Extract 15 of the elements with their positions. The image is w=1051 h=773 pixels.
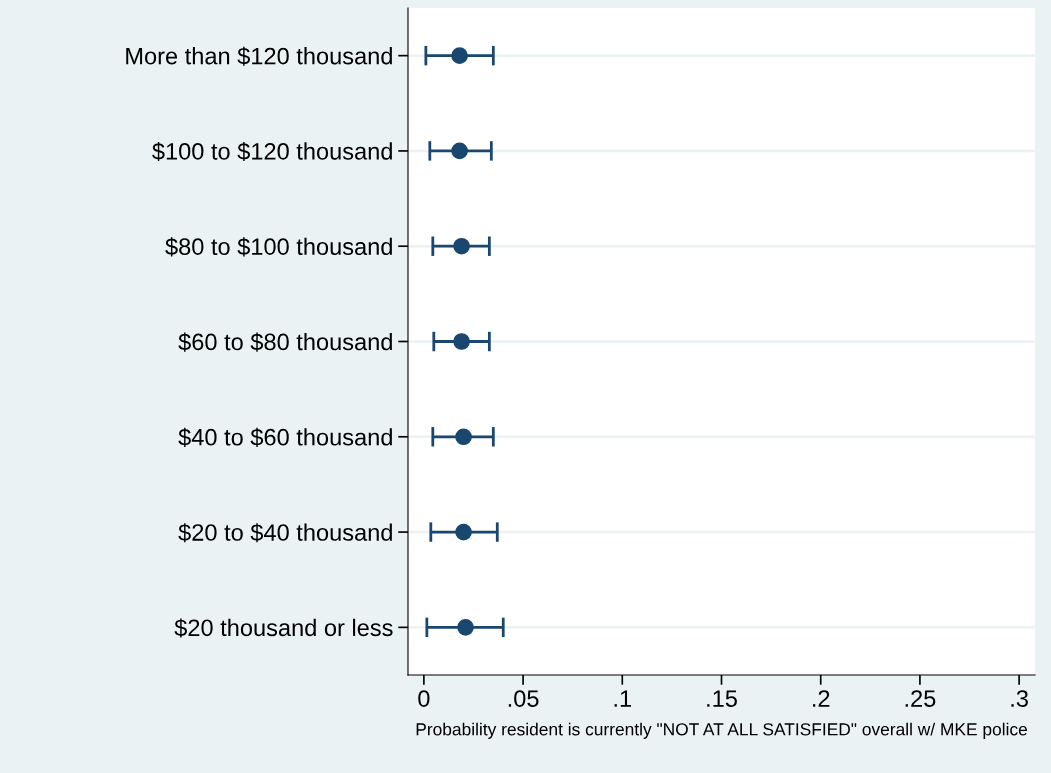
x-tick-label: .15 bbox=[707, 690, 737, 707]
y-tick-label: $20 thousand or less bbox=[174, 618, 393, 638]
y-tick-label: $80 to $100 thousand bbox=[165, 237, 392, 257]
x-tick-label: .25 bbox=[905, 690, 936, 707]
x-tick-label: .1 bbox=[614, 690, 631, 707]
x-tick-label: 0 bbox=[418, 690, 430, 707]
y-tick-label: $60 to $80 thousand bbox=[178, 332, 392, 352]
x-tick-label: .05 bbox=[508, 690, 539, 707]
y-tick-label: More than $120 thousand bbox=[126, 46, 392, 66]
x-axis-title: Probability resident is currently "NOT AT ALL SATISFIED" overall w/ MKE police bbox=[416, 722, 1027, 739]
y-tick-label: $40 to $60 thousand bbox=[178, 427, 392, 447]
y-tick-label: $20 to $40 thousand bbox=[178, 523, 392, 543]
y-tick-label: $100 to $120 thousand bbox=[152, 142, 392, 162]
x-tick-label: .2 bbox=[813, 690, 830, 707]
x-tick-label: .3 bbox=[1011, 690, 1028, 707]
